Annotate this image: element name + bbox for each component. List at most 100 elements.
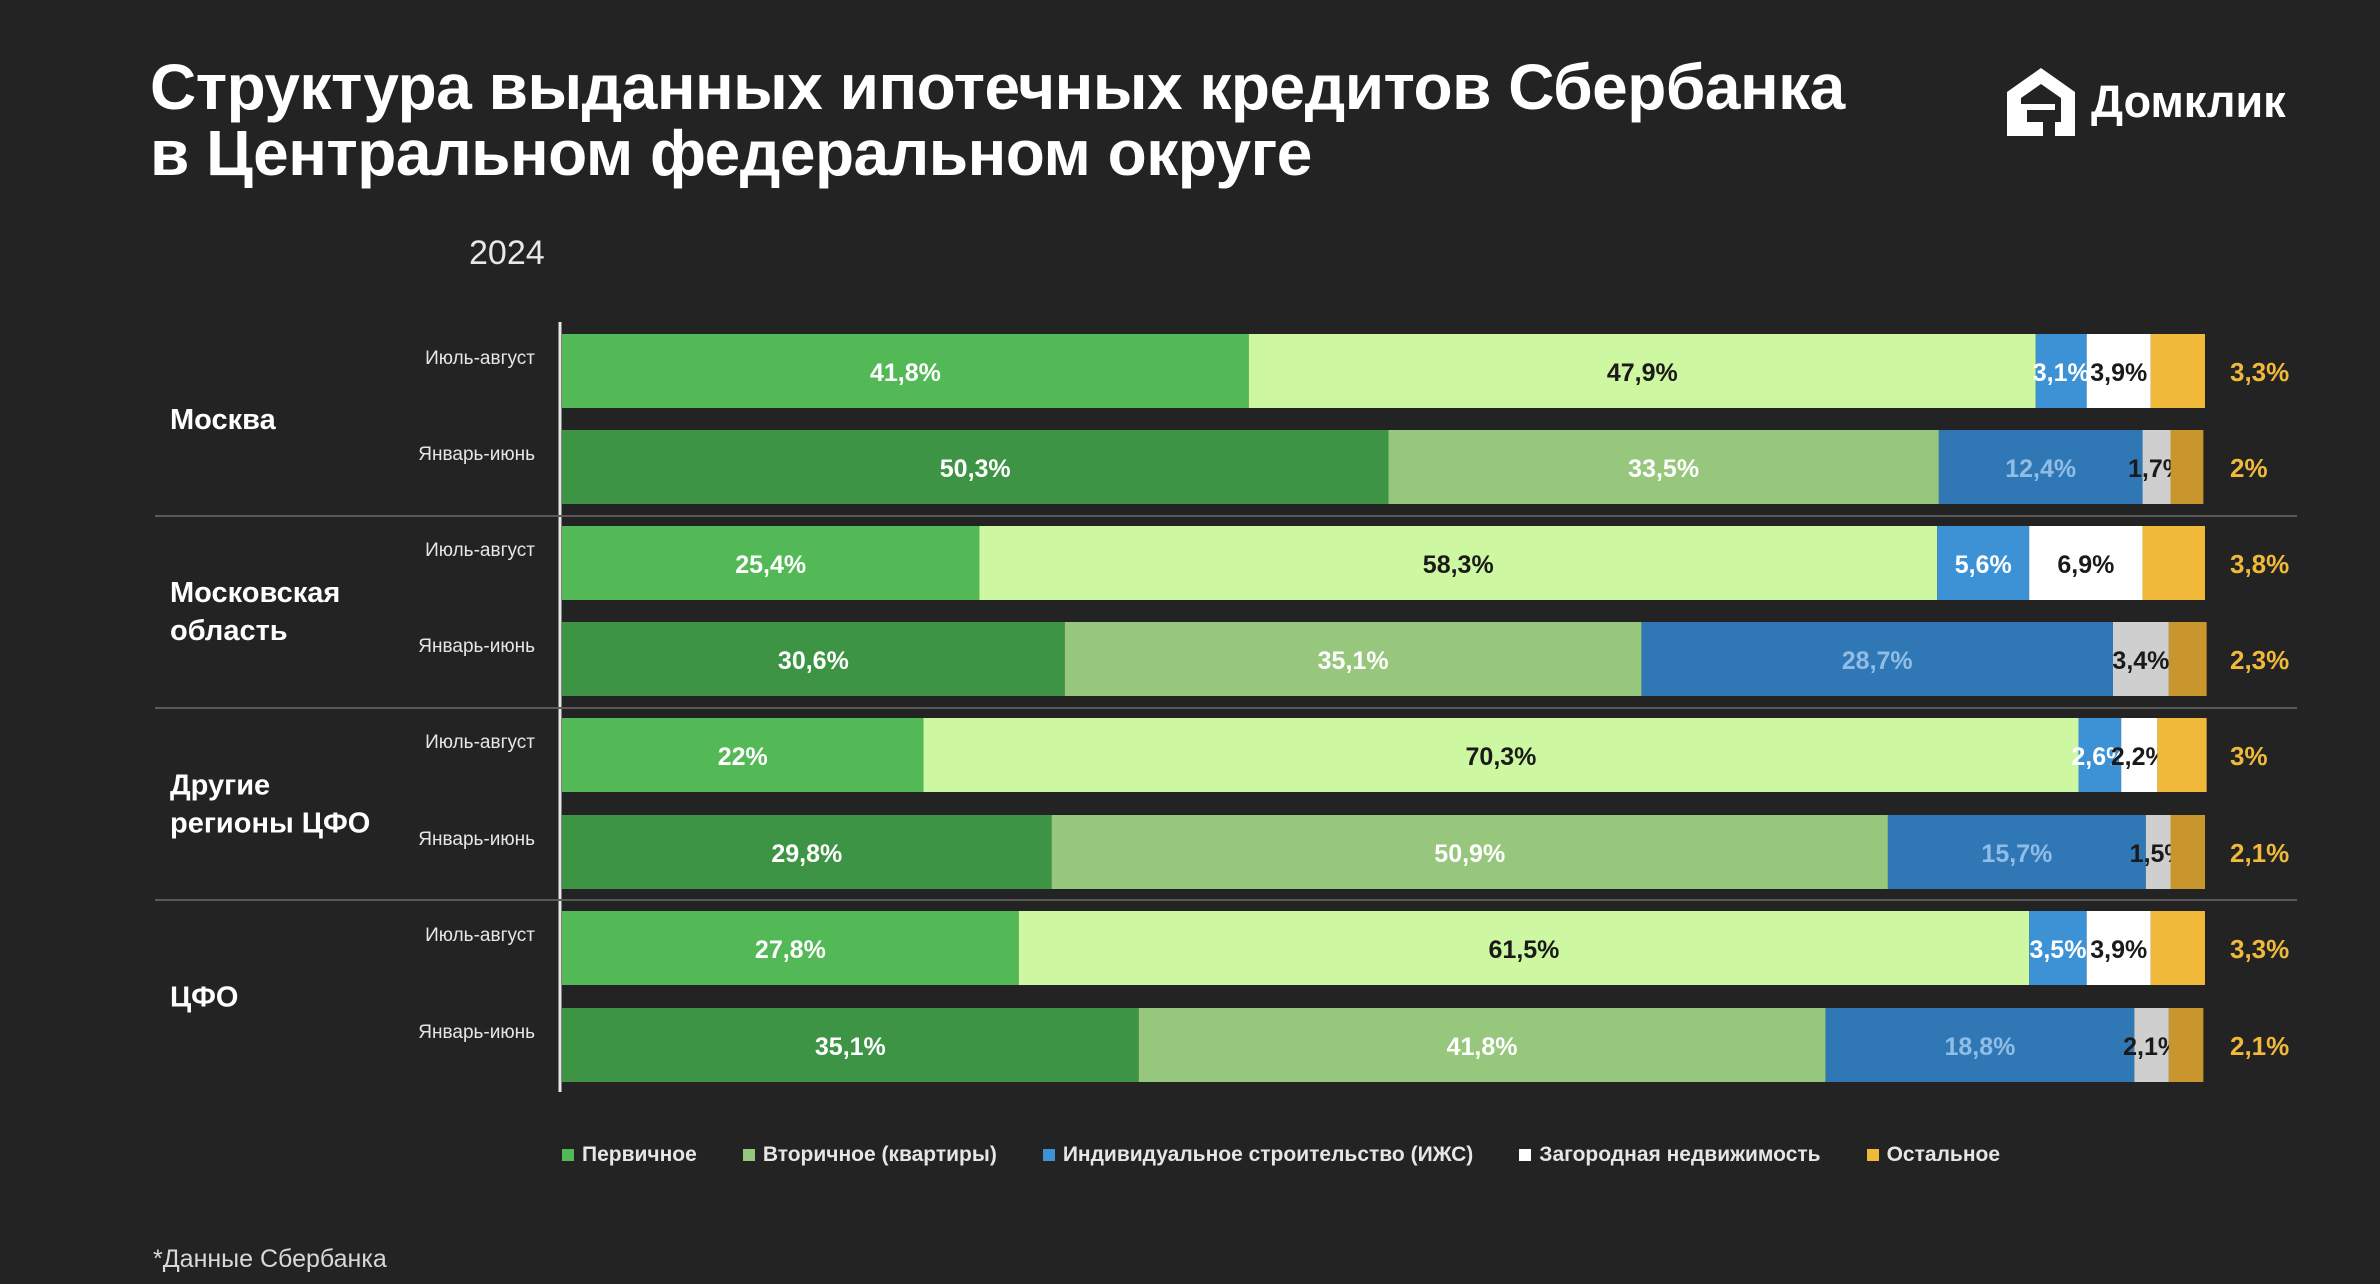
bar-segment <box>2157 718 2207 792</box>
legend-item-secondary: Вторичное (квартиры) <box>742 1143 997 1167</box>
bar-segment <box>2029 526 2143 600</box>
bar-segment <box>2168 622 2207 696</box>
segment-label: 33,5% <box>1628 455 1699 483</box>
title-line-1: Структура выданных ипотечных кредитов Сб… <box>150 51 1845 123</box>
group-label: Другие <box>170 770 270 802</box>
bar-segment <box>562 334 1249 408</box>
bar-segment <box>1064 622 1642 696</box>
other-value-label: 3,8% <box>2230 549 2289 579</box>
segment-label: 3,4% <box>2112 647 2169 675</box>
bar-segment <box>2086 911 2151 985</box>
bar-segment <box>562 911 1019 985</box>
other-value-label: 2,1% <box>2230 838 2289 868</box>
other-value-label: 3,3% <box>2230 934 2289 964</box>
legend-item-primary: Первичное <box>562 1143 697 1167</box>
segment-label: 50,3% <box>940 455 1011 483</box>
bar-segment <box>1248 334 2036 408</box>
bar-segment <box>2142 430 2171 504</box>
segment-label: 41,8% <box>870 359 941 387</box>
bar-segment <box>2134 1008 2169 1082</box>
group-label: область <box>170 615 288 647</box>
bar-segment <box>2029 911 2087 985</box>
segment-label: 30,6% <box>778 647 849 675</box>
bar-segment <box>979 526 1938 600</box>
period-label: Январь-июнь <box>418 444 535 465</box>
bar-segment <box>1018 911 2030 985</box>
other-value-label: 3,3% <box>2230 357 2289 387</box>
bar-segment <box>1938 430 2143 504</box>
segment-label: 12,4% <box>2005 455 2076 483</box>
legend-swatch <box>562 1149 574 1161</box>
legend-swatch <box>1042 1149 1055 1161</box>
period-label: Январь-июнь <box>418 1022 535 1043</box>
bar-segment <box>2078 718 2122 792</box>
segment-label: 22% <box>718 743 768 771</box>
segment-label: 28,7% <box>1842 647 1913 675</box>
segment-label: 3,9% <box>2090 359 2147 387</box>
segment-label: 3,1% <box>2033 359 2090 387</box>
segment-label: 58,3% <box>1423 551 1494 579</box>
bar-segment <box>562 1008 1139 1082</box>
group-label: ЦФО <box>170 982 239 1014</box>
bar-segment <box>1937 526 2030 600</box>
period-label: Июль-август <box>425 540 535 561</box>
chart-legend: Первичное Вторичное (квартиры) Индивидуа… <box>562 1143 2046 1167</box>
chart-title: Структура выданных ипотечных кредитов Сб… <box>150 54 1950 186</box>
legend-label: Индивидуальное строительство (ИЖС) <box>1062 1143 1474 1166</box>
legend-swatch <box>1519 1149 1532 1161</box>
bar-segment <box>562 430 1389 504</box>
bar-segment <box>2170 815 2205 889</box>
legend-label: Первичное <box>582 1143 697 1166</box>
bar-segment <box>2035 334 2087 408</box>
bar-segment <box>2112 622 2169 696</box>
bar-segment <box>923 718 2079 792</box>
group-label: Московская <box>170 577 340 609</box>
footnote: *Данные Сбербанка <box>153 1245 387 1273</box>
segment-label: 41,8% <box>1447 1033 1518 1061</box>
segment-label: 5,6% <box>1955 551 2012 579</box>
bar-segment <box>2086 334 2151 408</box>
domclick-house-icon <box>2007 68 2075 136</box>
period-label: Июль-август <box>425 925 535 946</box>
segment-label: 3,9% <box>2090 936 2147 964</box>
bar-segment <box>2145 815 2171 889</box>
segment-label: 70,3% <box>1466 743 1537 771</box>
segment-label: 15,7% <box>1981 840 2052 868</box>
bar-segment <box>562 526 980 600</box>
bar-segment <box>2142 526 2205 600</box>
bar-segment <box>562 718 924 792</box>
segment-label: 25,4% <box>735 551 806 579</box>
other-value-label: 3% <box>2230 741 2268 771</box>
segment-label: 47,9% <box>1607 359 1678 387</box>
legend-label: Остальное <box>1886 1143 2001 1166</box>
segment-label: 2,6% <box>2071 743 2128 771</box>
bar-segment <box>562 622 1065 696</box>
bar-segment <box>1138 1008 1826 1082</box>
bar-segment <box>2150 911 2205 985</box>
segment-label: 61,5% <box>1489 936 1560 964</box>
bar-segment <box>1825 1008 2135 1082</box>
group-label: регионы ЦФО <box>170 808 370 840</box>
bar-segment <box>1641 622 2113 696</box>
domclick-logo: Домклик <box>2003 62 2286 142</box>
year-label: 2024 <box>469 234 545 272</box>
legend-item-country: Загородная недвижимость <box>1519 1143 1821 1167</box>
segment-label: 35,1% <box>1318 647 1389 675</box>
period-label: Июль-август <box>425 732 535 753</box>
logo-text: Домклик <box>2091 76 2286 127</box>
legend-label: Загородная недвижимость <box>1539 1143 1821 1166</box>
bar-segment <box>1388 430 1939 504</box>
bar-segment <box>1051 815 1888 889</box>
title-line-2: в Центральном федеральном округе <box>150 117 1312 189</box>
period-label: Июль-август <box>425 348 535 369</box>
segment-label: 3,5% <box>2029 936 2086 964</box>
legend-swatch <box>742 1149 755 1161</box>
other-value-label: 2,1% <box>2230 1031 2289 1061</box>
other-value-label: 2% <box>2230 453 2268 483</box>
bar-segment <box>562 815 1052 889</box>
legend-label: Вторичное (квартиры) <box>762 1143 997 1166</box>
legend-item-other: Остальное <box>1866 1143 2001 1167</box>
segment-label: 6,9% <box>2057 551 2114 579</box>
bar-segment <box>2170 430 2204 504</box>
bar-segment <box>2150 334 2205 408</box>
